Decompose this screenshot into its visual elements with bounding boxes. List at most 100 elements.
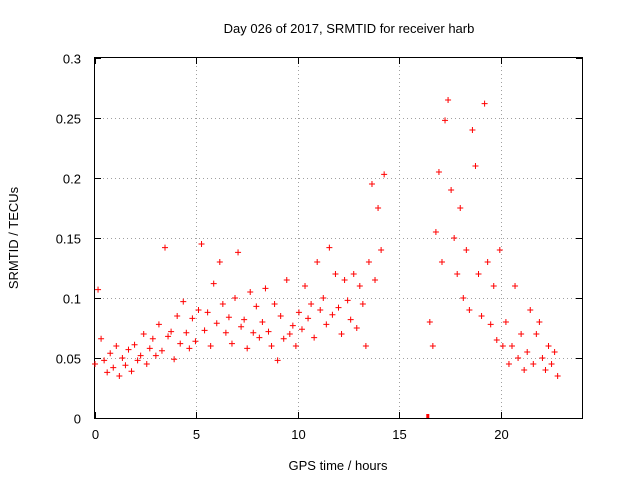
data-point [268, 343, 275, 349]
data-point [125, 346, 132, 353]
data-point [235, 249, 242, 256]
x-tick-label: 5 [193, 427, 200, 442]
data-point [469, 127, 476, 133]
data-point [198, 241, 205, 247]
data-point [238, 323, 245, 330]
data-point [508, 343, 515, 349]
data-point [323, 321, 330, 328]
data-point [317, 307, 324, 313]
data-point [442, 117, 449, 124]
data-point [368, 181, 375, 187]
grid [95, 58, 582, 418]
data-point [143, 361, 150, 367]
data-point [155, 321, 162, 328]
x-tick-label: 15 [392, 427, 406, 442]
data-point [216, 259, 223, 265]
data-point [521, 367, 528, 373]
y-tick-label: 0.15 [56, 232, 81, 247]
data-point [335, 304, 342, 311]
data-point [183, 329, 190, 336]
data-point [295, 309, 302, 316]
data-point [378, 247, 385, 253]
data-point [512, 283, 519, 289]
data-point [262, 285, 269, 292]
data-point [457, 205, 464, 211]
data-point [466, 307, 473, 313]
data-point [445, 97, 452, 103]
data-point [426, 319, 433, 325]
data-point [484, 259, 491, 265]
y-axis-label: SRMTID / TECUs [6, 186, 21, 289]
data-point [149, 335, 156, 342]
data-point [201, 327, 208, 334]
data-point [271, 301, 278, 307]
data-point [186, 345, 193, 352]
x-tick-label: 20 [494, 427, 508, 442]
data-point [454, 271, 461, 277]
axis-ticks: 0 5 10 15 20 0 0.05 0.1 0.15 0.2 0.25 0.3 [56, 52, 582, 442]
data-point [463, 247, 470, 253]
data-point [232, 295, 239, 301]
data-point [253, 303, 260, 310]
data-point [286, 331, 293, 337]
data-point [493, 337, 500, 343]
data-point [277, 313, 284, 319]
data-point [146, 345, 153, 352]
data-point [332, 271, 339, 277]
data-point [110, 364, 117, 371]
data-point [472, 163, 479, 169]
data-point [92, 361, 98, 367]
data-point [104, 369, 111, 376]
data-point [158, 347, 165, 354]
data-point [302, 283, 309, 289]
y-tick-label: 0.1 [63, 292, 81, 307]
data-point [438, 259, 445, 265]
data-point [222, 329, 229, 336]
y-tick-label: 0 [74, 412, 81, 427]
data-point [533, 331, 540, 337]
data-point [213, 320, 220, 327]
data-point [280, 335, 287, 342]
data-point [527, 307, 534, 313]
data-point [219, 301, 226, 307]
data-point [356, 283, 363, 289]
data-point [247, 289, 254, 295]
data-point [539, 355, 546, 361]
data-point [101, 357, 108, 364]
data-point [274, 357, 281, 364]
data-point [140, 331, 147, 337]
data-point [478, 313, 485, 319]
data-point [134, 357, 141, 364]
data-point [375, 205, 382, 211]
data-point [177, 340, 184, 347]
data-point [256, 334, 263, 341]
data-point [137, 352, 144, 359]
y-tick-label: 0.3 [63, 52, 81, 67]
data-point [448, 187, 455, 193]
data-point [347, 316, 354, 323]
data-point [107, 350, 114, 357]
chart-title: Day 026 of 2017, SRMTID for receiver har… [224, 21, 475, 36]
x-tick-label: 10 [291, 427, 305, 442]
data-point [542, 367, 549, 373]
y-tick-label: 0.2 [63, 172, 81, 187]
data-point [372, 277, 379, 283]
data-point [168, 328, 175, 335]
data-point [475, 271, 482, 277]
data-point [283, 277, 290, 283]
data-point [204, 309, 211, 316]
data-point [241, 316, 248, 323]
data-point [98, 335, 105, 342]
data-point [225, 314, 232, 321]
data-point [162, 244, 169, 251]
plot-frame [94, 57, 583, 419]
data-point [329, 311, 336, 318]
data-point [259, 319, 266, 325]
data-point [165, 333, 172, 340]
data-point [174, 313, 181, 319]
data-point [505, 361, 512, 367]
data-point [362, 343, 369, 349]
y-tick-label: 0.25 [56, 112, 81, 127]
data-point [487, 321, 494, 328]
data-point [338, 331, 345, 337]
